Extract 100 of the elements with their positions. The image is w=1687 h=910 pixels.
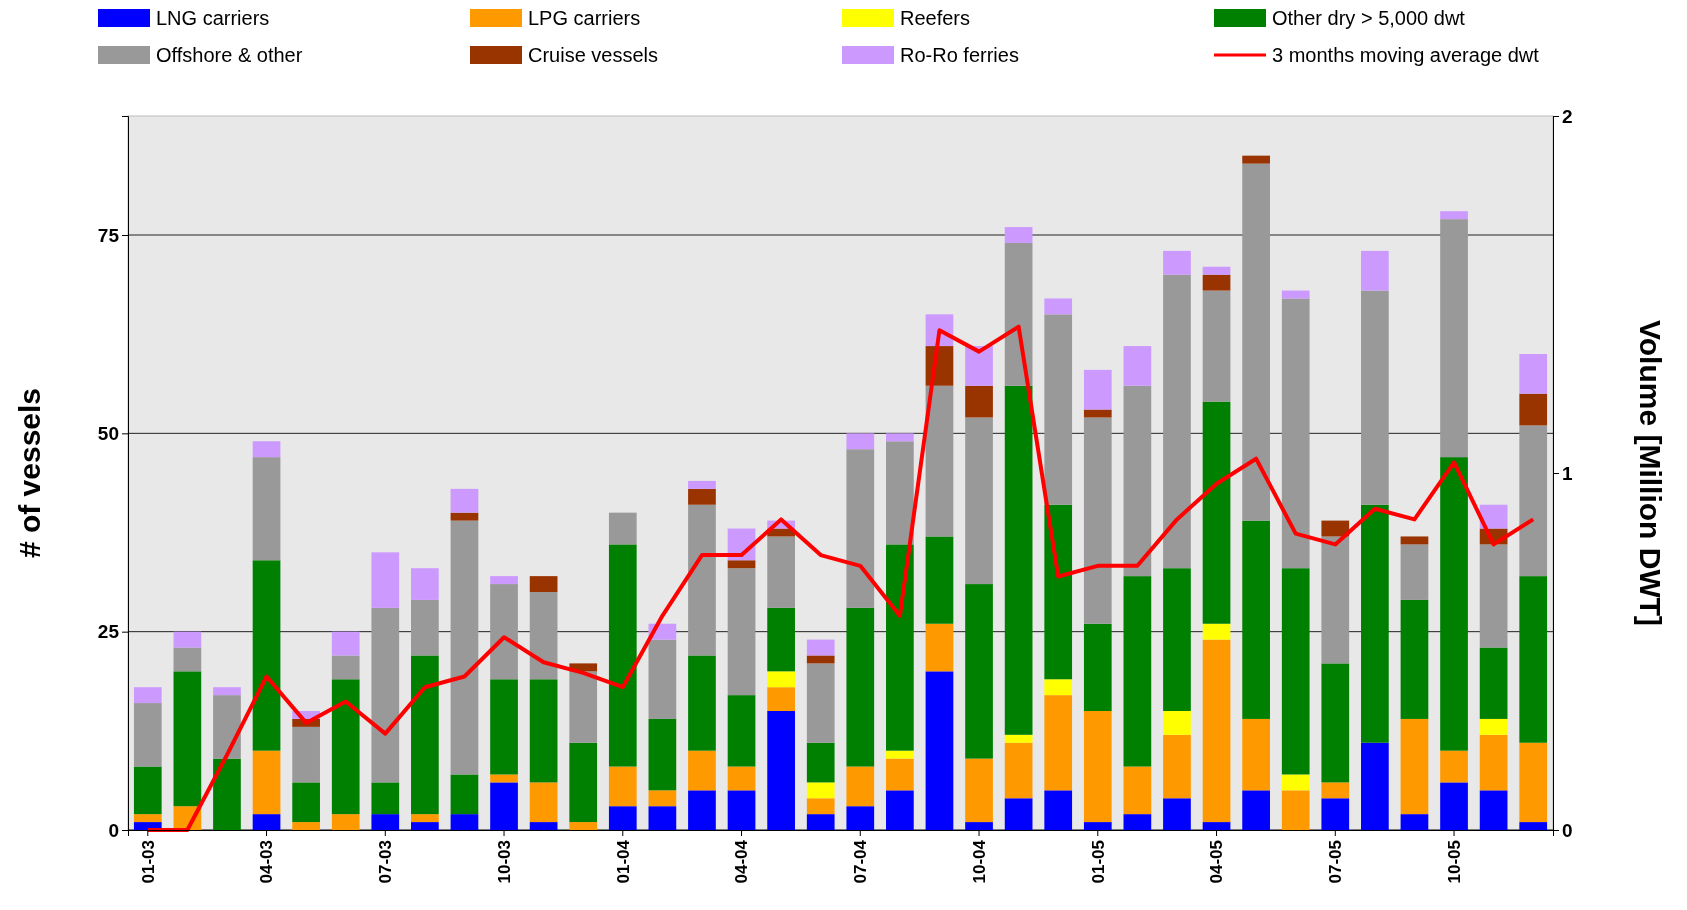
y-tick-label: 25: [97, 621, 120, 643]
bar: [1519, 742, 1548, 823]
legend-label: 3 months moving average dwt: [1272, 44, 1540, 66]
bar: [1044, 695, 1073, 791]
bar: [1400, 599, 1429, 719]
line-series: [145, 324, 1536, 832]
bar: [490, 774, 518, 783]
bar: [965, 385, 993, 418]
bar: [569, 822, 598, 830]
bar: [886, 544, 914, 751]
y2-axis-title: Volume [Million DWT]: [1634, 319, 1667, 627]
legend-label: Other dry > 5,000 dwt: [1272, 7, 1466, 29]
bar: [806, 742, 835, 783]
bar: [490, 584, 518, 680]
x-tick-label: 07-03: [376, 840, 396, 884]
bar: [450, 814, 479, 830]
bar: [1004, 742, 1033, 799]
legend-label: LPG carriers: [528, 7, 641, 29]
bar: [529, 576, 558, 592]
bar: [331, 655, 360, 680]
bar: [411, 822, 439, 830]
bar: [846, 607, 875, 767]
bar: [767, 711, 795, 830]
bar: [529, 822, 558, 830]
bar: [371, 814, 400, 830]
bar: [1202, 623, 1231, 640]
bar: [1044, 314, 1073, 505]
bar: [1163, 711, 1191, 735]
y-tick-label: 75: [97, 224, 120, 246]
bar: [1321, 782, 1350, 799]
bar: [173, 631, 202, 648]
x-tick-label: 01-03: [138, 840, 158, 884]
bar: [965, 584, 993, 759]
bar: [688, 790, 716, 830]
bar: [727, 766, 756, 791]
bar: [688, 750, 716, 791]
y-tick-label: 0: [108, 819, 119, 841]
bar: [846, 449, 875, 608]
bar: [1440, 782, 1468, 830]
bar: [252, 560, 281, 751]
bar: [1242, 520, 1270, 719]
x-tick-label: 04-03: [257, 840, 277, 884]
bar: [727, 790, 756, 830]
bar: [648, 639, 677, 719]
bar: [1400, 718, 1429, 815]
y-tick-label: 50: [97, 422, 119, 444]
bar: [1083, 623, 1112, 711]
bar: [1361, 504, 1389, 743]
bar: [688, 504, 716, 656]
bar: [1202, 639, 1231, 823]
bar: [1202, 401, 1231, 624]
bar: [608, 512, 637, 545]
bar: [1242, 790, 1270, 830]
bar: [252, 814, 281, 830]
bar: [490, 679, 518, 775]
x-tick-label: 01-05: [1088, 840, 1108, 884]
bar: [252, 457, 281, 561]
bar: [846, 766, 875, 807]
y2-tick-label: 1: [1562, 462, 1573, 484]
bar: [1321, 520, 1350, 537]
bar: [1202, 274, 1231, 291]
bar: [529, 679, 558, 783]
bar: [727, 695, 756, 767]
bar: [173, 671, 202, 807]
y2-tick-label: 2: [1562, 105, 1573, 127]
bar: [1123, 385, 1152, 577]
bar: [450, 774, 479, 815]
bar: [1321, 798, 1350, 830]
bar: [1321, 536, 1350, 664]
bar: [1479, 718, 1508, 735]
bar: [965, 346, 993, 386]
bar: [1123, 814, 1152, 830]
bar: [1004, 798, 1033, 830]
bar: [925, 623, 954, 672]
bar: [1242, 155, 1270, 164]
bar: [1083, 369, 1112, 410]
bar: [1479, 504, 1508, 529]
bar: [1281, 568, 1310, 775]
bar: [806, 798, 835, 815]
bar: [411, 568, 439, 600]
bar: [1361, 742, 1389, 830]
bar: [806, 663, 835, 743]
legend-label: Cruise vessels: [528, 44, 659, 66]
bar: [1044, 298, 1073, 315]
bar: [1123, 576, 1152, 767]
bar: [133, 703, 162, 767]
x-tick-label: 04-05: [1207, 840, 1227, 884]
bar: [1519, 425, 1548, 577]
bar: [767, 687, 795, 711]
bar: [569, 671, 598, 743]
bar: [331, 814, 360, 830]
bar: [806, 639, 835, 656]
bar: [767, 536, 795, 608]
x-tick-label: 10-03: [494, 840, 514, 884]
bar: [331, 631, 360, 656]
legend-label: Reefers: [900, 7, 971, 29]
bar: [569, 742, 598, 823]
bar: [1479, 790, 1508, 830]
y-axis-title: # of vessels: [13, 387, 46, 559]
bar: [886, 790, 914, 830]
